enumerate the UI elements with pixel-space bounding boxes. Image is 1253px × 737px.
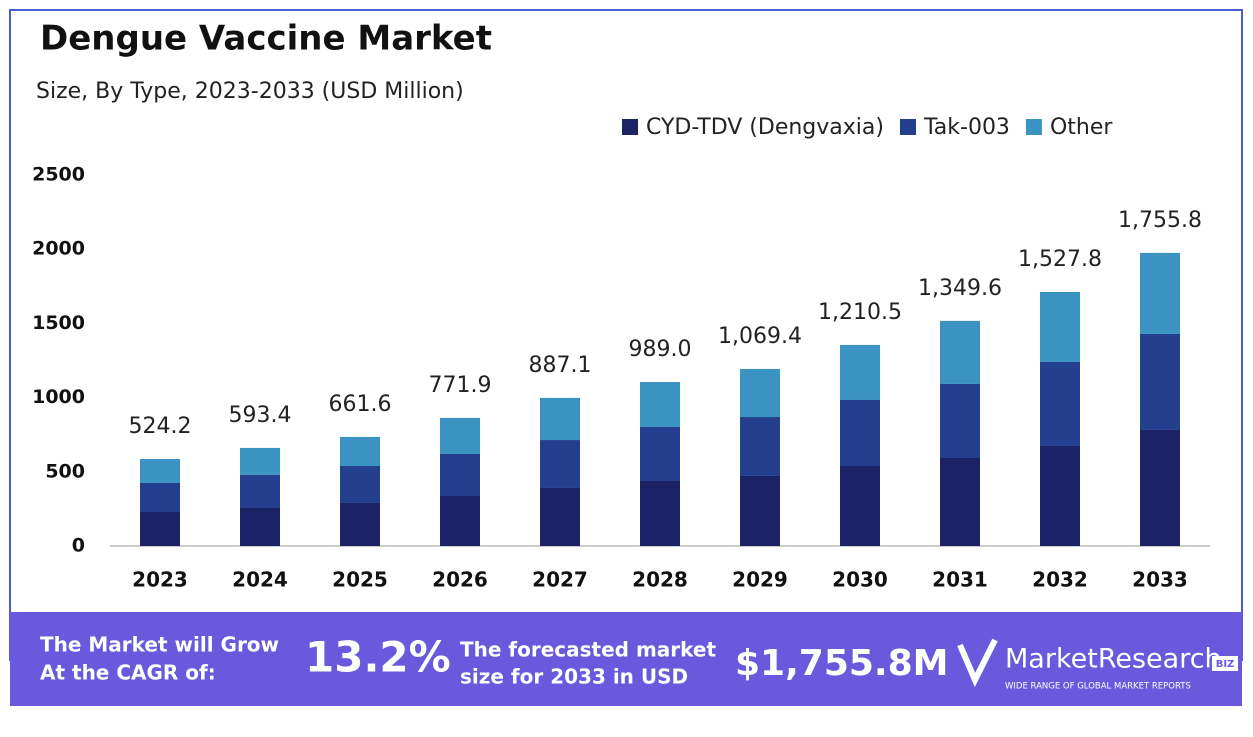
x-tick-label: 2023 <box>132 568 188 592</box>
bar-segment <box>540 487 580 546</box>
bar-segment <box>340 502 380 546</box>
x-tick-label: 2029 <box>732 568 788 592</box>
x-tick-label: 2030 <box>832 568 888 592</box>
bar-segment <box>340 436 380 467</box>
y-tick-label: 1000 <box>32 386 85 408</box>
legend-swatch <box>1025 119 1042 135</box>
bar-segment <box>140 482 180 513</box>
bar-segment <box>1140 429 1180 546</box>
brand: MarketResearch <box>1005 644 1222 675</box>
bar-segment <box>140 459 180 483</box>
bar-segment <box>440 453 480 496</box>
legend-label: Tak-003 <box>923 115 1010 140</box>
x-tick-label: 2027 <box>532 568 588 592</box>
legend-swatch <box>622 119 638 135</box>
bar-segment <box>1040 445 1080 546</box>
x-tick-label: 2033 <box>1132 568 1188 592</box>
bar-segment <box>440 417 480 454</box>
bar-segment <box>540 397 580 441</box>
bar-segment <box>940 383 980 458</box>
y-tick-label: 1500 <box>32 312 85 334</box>
bar-segment <box>940 320 980 384</box>
brand-logo <box>957 638 998 688</box>
bar-segment <box>940 457 980 546</box>
legend-swatch <box>899 119 916 135</box>
legend-label: CYD-TDV (Dengvaxia) <box>646 115 884 140</box>
bar-segment <box>240 474 280 509</box>
total-label: 771.9 <box>429 373 492 398</box>
bar-segment <box>240 447 280 475</box>
total-label: 593.4 <box>229 403 292 428</box>
y-tick-label: 2000 <box>32 238 85 260</box>
y-tick-label: 500 <box>45 460 85 482</box>
legend-label: Other <box>1050 115 1113 140</box>
x-tick-label: 2031 <box>932 568 988 592</box>
bar-segment <box>1140 333 1180 430</box>
chart-subtitle: Size, By Type, 2023-2033 (USD Million) <box>36 79 464 104</box>
y-tick-label: 0 <box>72 535 85 557</box>
bar-segment <box>840 399 880 467</box>
bar-segment <box>140 512 180 546</box>
brand-tag-box <box>1212 656 1238 671</box>
bar-segment <box>840 466 880 546</box>
total-label: 1,527.8 <box>1018 247 1102 272</box>
brand-tag: BIZ <box>1216 659 1235 670</box>
banner-text: size for 2033 in USD <box>460 665 688 689</box>
banner-text: At the CAGR of: <box>40 661 216 685</box>
x-tick-label: 2025 <box>332 568 388 592</box>
banner-text: The forecasted market <box>460 638 716 662</box>
total-label: 887.1 <box>529 353 592 378</box>
banner-forecast: $1,755.8M <box>735 643 948 684</box>
bar-segment <box>640 481 680 546</box>
banner-cagr: 13.2% <box>305 633 451 682</box>
banner-text: The Market will Grow <box>40 633 279 657</box>
y-tick-label: 2500 <box>32 164 85 186</box>
x-tick-label: 2032 <box>1032 568 1088 592</box>
chart-title: Dengue Vaccine Market <box>40 19 492 59</box>
bar-segment <box>740 368 780 418</box>
bar-segment <box>640 426 680 482</box>
bar-segment <box>540 440 580 488</box>
total-label: 1,755.8 <box>1118 208 1202 233</box>
banner <box>10 612 1242 706</box>
total-label: 1,349.6 <box>918 276 1002 301</box>
bar-segment <box>840 344 880 400</box>
x-tick-label: 2028 <box>632 568 688 592</box>
total-label: 989.0 <box>629 337 692 362</box>
bar-segment <box>740 475 780 546</box>
total-label: 1,069.4 <box>718 324 802 349</box>
x-tick-label: 2026 <box>432 568 488 592</box>
total-label: 524.2 <box>129 414 192 439</box>
total-label: 661.6 <box>329 392 392 417</box>
bar-segment <box>1140 252 1180 334</box>
bar-segment <box>340 466 380 503</box>
bar-segment <box>1040 361 1080 446</box>
total-label: 1,210.5 <box>818 300 902 325</box>
bar-segment <box>240 508 280 546</box>
brand-sub: WIDE RANGE OF GLOBAL MARKET REPORTS <box>1005 682 1191 692</box>
bar-segment <box>740 417 780 476</box>
bar-segment <box>640 382 680 427</box>
x-tick-label: 2024 <box>232 568 288 592</box>
bar-segment <box>1040 291 1080 362</box>
bar-segment <box>440 495 480 546</box>
